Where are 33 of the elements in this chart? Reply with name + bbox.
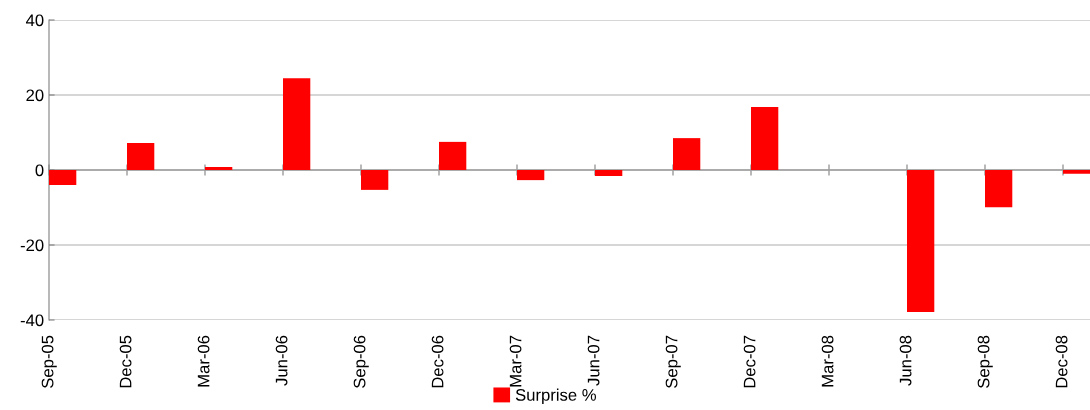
x-tick-label: Jun-08 [899,335,912,386]
bar [49,170,77,185]
y-tick-label: -20 [20,239,44,252]
y-tick-label: -40 [20,314,44,327]
bar [283,78,311,170]
legend-label: Surprise % [515,388,596,405]
bar [361,170,389,190]
bar [127,143,155,170]
x-tick-label: Sep-06 [353,335,369,388]
y-tick-label: 20 [26,89,44,102]
x-tick-label: Mar-06 [197,335,210,387]
x-tick-label: Mar-08 [821,335,834,387]
x-tick-label: Dec-06 [431,335,444,388]
x-tick-label: Jun-07 [587,335,600,386]
x-tick-label: Sep-08 [977,335,993,388]
x-tick-label: Sep-07 [665,335,681,388]
x-tick-label: Sep-05 [41,335,57,388]
bar [985,170,1013,208]
x-tick-label: Dec-07 [743,335,756,388]
bar [907,170,935,313]
bar [205,167,233,170]
y-tick-label: 0 [35,164,44,177]
bar [439,141,467,170]
x-tick-label: Dec-08 [1055,335,1068,388]
bar [673,138,701,170]
x-tick-label: Jun-06 [275,335,288,386]
bar [751,107,779,170]
bar [1063,170,1090,174]
x-tick-label: Mar-07 [509,335,522,387]
bar [517,170,545,181]
y-tick-label: 40 [25,14,44,27]
x-tick-label: Dec-05 [119,335,132,388]
bar [595,170,623,176]
